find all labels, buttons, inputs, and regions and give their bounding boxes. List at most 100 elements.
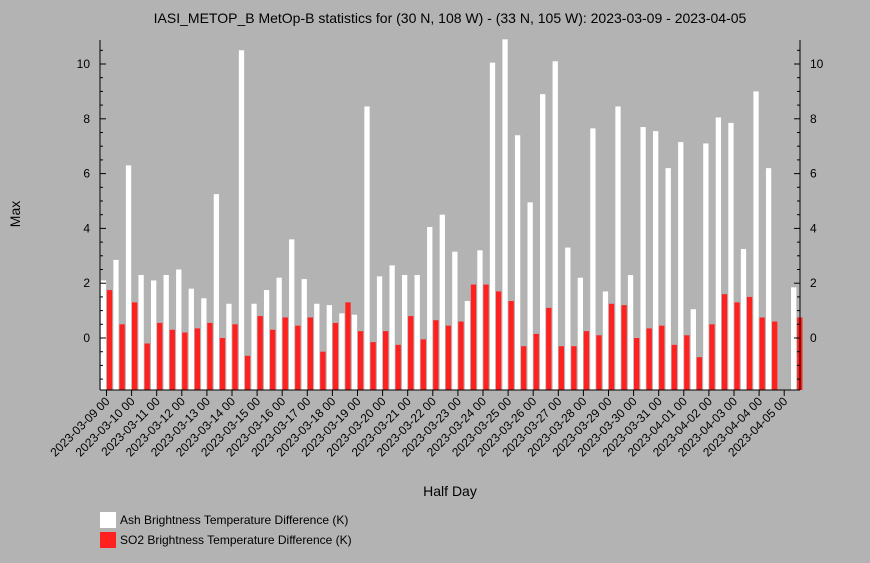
so2-bar [458, 321, 464, 390]
so2-bar [495, 291, 502, 390]
so2-bar [182, 332, 188, 390]
ash-bar [527, 202, 533, 390]
ash-bar [389, 265, 395, 390]
ash-bar [414, 274, 420, 390]
so2-bar [169, 329, 175, 390]
x-axis-label: Half Day [423, 483, 477, 499]
legend-label-so2: SO2 Brightness Temperature Difference (K… [120, 533, 352, 547]
y-tick-label-left: 10 [77, 57, 91, 71]
so2-bar [483, 284, 489, 390]
so2-bar [445, 325, 452, 390]
ash-bar [703, 143, 709, 390]
so2-bar [332, 322, 339, 390]
y-tick-label-right: 0 [810, 331, 817, 345]
ash-bar [163, 274, 169, 390]
ash-bar [740, 248, 747, 390]
ash-bar [552, 61, 558, 390]
ash-bar [176, 269, 182, 390]
so2-bar [659, 325, 665, 390]
so2-bar [194, 328, 201, 390]
so2-bar [270, 329, 276, 390]
ash-bar [540, 94, 546, 390]
so2-bar [558, 346, 564, 390]
ash-bar [665, 168, 671, 390]
ash-bar [690, 309, 696, 390]
ash-bar [301, 279, 307, 390]
y-axis-label: Max [7, 201, 23, 227]
so2-bar [696, 357, 703, 390]
ash-bar [326, 305, 332, 390]
legend: Ash Brightness Temperature Difference (K… [100, 512, 352, 548]
so2-bar [583, 331, 590, 390]
ash-bar [100, 280, 107, 390]
so2-bar [357, 331, 364, 390]
ash-bar [376, 276, 383, 390]
ash-bar [514, 135, 521, 390]
so2-bar [621, 305, 627, 390]
ash-bar [602, 291, 609, 390]
ash-bar [151, 280, 157, 390]
ash-bar [464, 301, 471, 390]
so2-bar [759, 317, 765, 390]
so2-bar [596, 335, 602, 390]
ash-bar [627, 274, 634, 390]
so2-bar [257, 316, 263, 390]
so2-bar [244, 355, 251, 390]
y-tick-label-left: 2 [83, 276, 90, 290]
so2-bar [106, 290, 113, 390]
so2-bar [395, 344, 401, 390]
ash-bar [565, 247, 571, 390]
ash-bar [477, 250, 483, 390]
y-tick-label-right: 10 [810, 57, 824, 71]
chart-title: IASI_METOP_B MetOp-B statistics for (30 … [154, 10, 747, 26]
so2-bar [684, 335, 690, 390]
ash-bar [678, 142, 684, 390]
so2-bar [157, 322, 163, 390]
ash-bar [753, 91, 759, 391]
ash-bar [276, 277, 282, 390]
ash-bar [226, 303, 232, 390]
ash-bar [238, 50, 245, 391]
ash-bar [251, 303, 257, 390]
legend-label-ash: Ash Brightness Temperature Difference (K… [120, 513, 348, 527]
so2-bar [370, 342, 376, 390]
so2-bar [721, 294, 728, 390]
ash-bar [715, 117, 722, 391]
ash-bar [201, 298, 207, 390]
so2-bar [320, 351, 326, 390]
so2-bar [521, 346, 527, 390]
so2-bar [282, 317, 288, 390]
so2-bar [207, 322, 213, 390]
so2-bar [295, 325, 301, 390]
ash-bar [364, 106, 370, 390]
so2-bar [307, 317, 313, 390]
ash-bar [213, 194, 220, 390]
so2-bar [772, 321, 778, 390]
so2-bar [608, 303, 615, 390]
y-tick-label-left: 0 [83, 331, 90, 345]
ash-bar [452, 251, 458, 390]
so2-bar [508, 301, 514, 390]
ash-bar [615, 106, 621, 390]
ash-bar [263, 290, 270, 390]
so2-bar [383, 331, 389, 390]
ash-bar [590, 128, 596, 390]
ash-bar [113, 259, 119, 390]
ash-bar [728, 122, 734, 390]
so2-bar [232, 324, 238, 390]
ash-bar [791, 287, 797, 390]
ash-bar [138, 274, 144, 390]
legend-swatch-so2 [100, 532, 116, 548]
ash-bar [427, 227, 433, 390]
so2-bar [119, 324, 125, 390]
ash-bar [640, 127, 646, 391]
bars-group [100, 39, 803, 391]
y-tick-label-right: 6 [810, 167, 817, 181]
ash-bar [577, 277, 583, 390]
ash-bar [314, 303, 320, 390]
ash-bar [402, 274, 408, 390]
so2-bar [408, 316, 414, 390]
ash-bar [489, 62, 496, 390]
y-tick-label-left: 4 [83, 221, 90, 235]
so2-bar [671, 344, 677, 390]
